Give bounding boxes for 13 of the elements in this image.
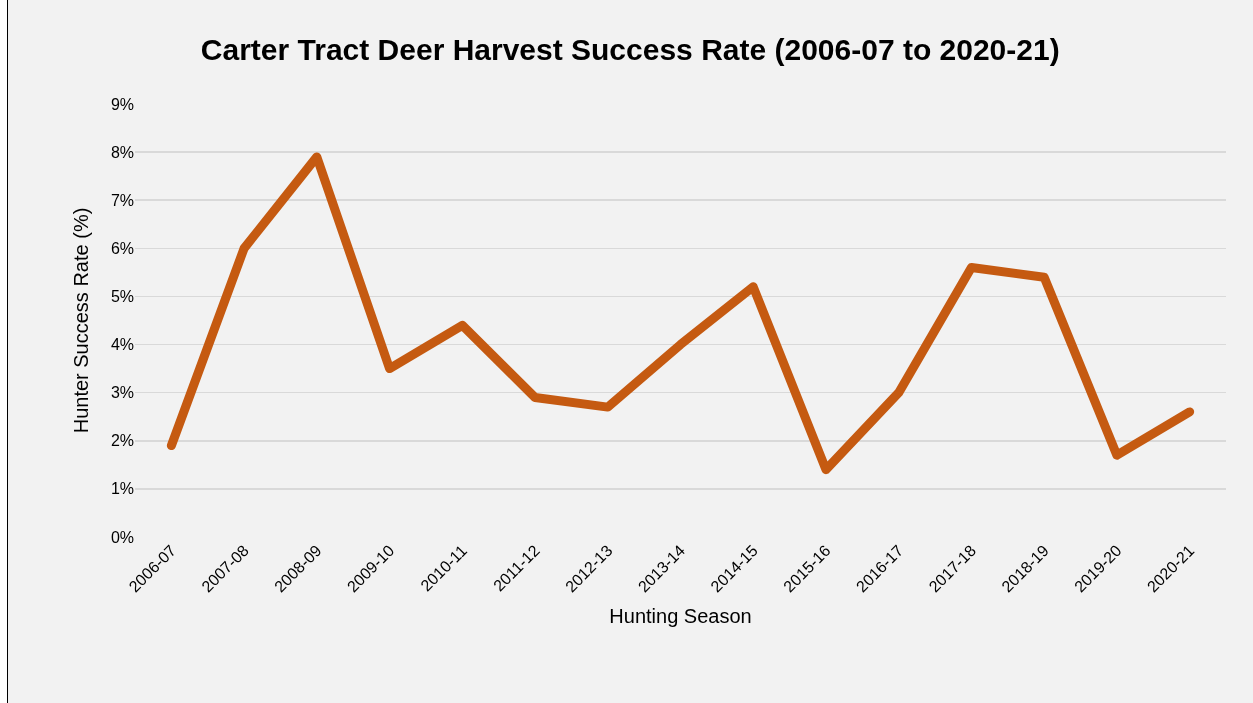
y-axis-title: Hunter Success Rate (%) xyxy=(70,207,93,434)
y-tick-label: 5% xyxy=(110,288,134,306)
chart-title: Carter Tract Deer Harvest Success Rate (2006-07 to 2020-21) xyxy=(200,33,1060,67)
y-tick-label: 4% xyxy=(110,336,134,354)
y-tick-label: 7% xyxy=(110,191,134,209)
y-tick-label: 8% xyxy=(110,143,134,161)
x-axis-title: Hunting Season xyxy=(609,604,752,627)
y-tick-label: 2% xyxy=(110,432,134,450)
y-tick-label: 9% xyxy=(110,95,134,113)
y-tick-label: 0% xyxy=(110,528,134,546)
y-tick-label: 3% xyxy=(110,384,134,402)
y-tick-label: 1% xyxy=(110,480,134,498)
y-tick-label: 6% xyxy=(110,239,134,257)
